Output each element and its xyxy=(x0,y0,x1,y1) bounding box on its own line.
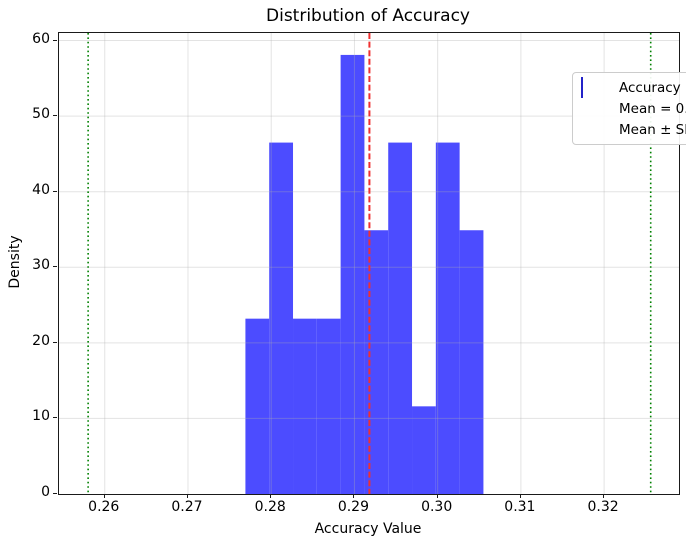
x-tick-mark xyxy=(353,494,355,498)
legend-label: Mean = 0.2918 xyxy=(619,100,686,117)
y-tick-label: 20 xyxy=(32,332,50,349)
histogram-bar xyxy=(412,406,436,494)
histogram-bar xyxy=(293,318,317,494)
x-tick-mark xyxy=(103,494,105,498)
y-tick-label: 10 xyxy=(32,408,50,425)
histogram-bar xyxy=(459,230,484,494)
y-tick-label: 30 xyxy=(32,257,50,274)
y-tick-mark xyxy=(53,417,57,419)
y-tick-mark xyxy=(53,341,57,343)
legend-item-accuracy: Accuracy xyxy=(581,77,686,98)
y-tick-label: 50 xyxy=(32,106,50,123)
x-axis-label: Accuracy Value xyxy=(314,521,422,537)
y-tick-label: 60 xyxy=(32,30,50,47)
histogram-bar xyxy=(388,142,413,494)
histogram-bar xyxy=(364,230,389,494)
y-tick-mark xyxy=(53,190,57,192)
x-tick-label: 0.30 xyxy=(421,499,453,515)
y-tick-mark xyxy=(53,493,57,494)
y-tick-mark xyxy=(53,115,57,117)
chart-title: Distribution of Accuracy xyxy=(266,6,470,26)
x-tick-mark xyxy=(603,494,605,498)
y-tick-mark xyxy=(53,266,57,268)
legend: Accuracy Mean = 0.2918 Mean ± SE xyxy=(572,72,686,145)
histogram-bar xyxy=(316,318,341,494)
legend-label: Mean ± SE xyxy=(619,121,686,138)
x-tick-label: 0.28 xyxy=(254,499,286,515)
y-tick-label: 40 xyxy=(32,181,50,198)
x-tick-label: 0.27 xyxy=(171,499,203,515)
histogram-bar xyxy=(435,142,460,494)
histogram-bar xyxy=(340,54,365,494)
legend-item-mean: Mean = 0.2918 xyxy=(581,100,686,117)
legend-item-mean-se: Mean ± SE xyxy=(581,121,686,138)
y-tick-mark xyxy=(53,39,57,41)
x-tick-label: 0.29 xyxy=(337,499,369,515)
x-tick-mark xyxy=(519,494,521,498)
x-tick-label: 0.31 xyxy=(504,499,536,515)
x-tick-mark xyxy=(270,494,272,498)
x-tick-mark xyxy=(186,494,188,498)
histogram-bar xyxy=(245,318,270,494)
histogram-bar xyxy=(269,142,294,494)
y-tick-label: 0 xyxy=(41,484,50,500)
x-tick-label: 0.26 xyxy=(88,499,120,515)
x-tick-mark xyxy=(436,494,438,498)
legend-label: Accuracy xyxy=(619,79,681,96)
x-tick-label: 0.32 xyxy=(587,499,619,515)
plot-area: Accuracy Mean = 0.2918 Mean ± SE xyxy=(58,32,686,495)
legend-patch-swatch xyxy=(581,77,610,98)
